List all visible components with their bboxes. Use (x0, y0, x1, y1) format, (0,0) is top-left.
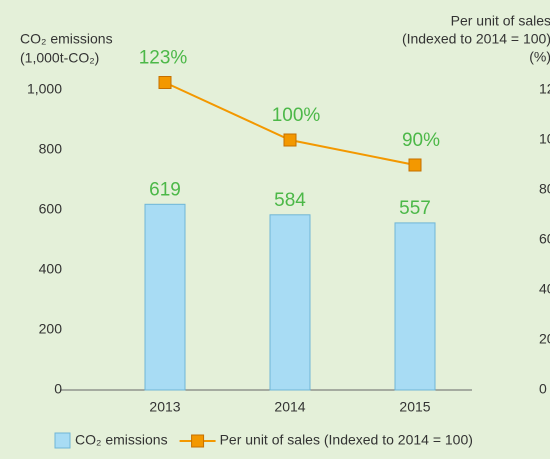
bar-value-label: 584 (274, 190, 306, 211)
bar (269, 214, 311, 391)
y-tick-label: 200 (39, 321, 63, 337)
line-value-label: 90% (402, 130, 440, 151)
y2-tick-label: 80 (539, 181, 550, 197)
x-tick-label: 2013 (149, 399, 180, 415)
y2-axis-label: Per unit of sales (451, 13, 550, 29)
x-tick-label: 2015 (399, 399, 430, 415)
line-value-label: 100% (272, 105, 321, 126)
y2-tick-label: 100 (539, 131, 550, 147)
y2-tick-label: 120 (539, 81, 550, 97)
bar (144, 203, 186, 391)
y2-axis-label: (%) (529, 49, 550, 65)
y-axis-label: CO₂ emissions (20, 31, 113, 47)
y-axis-label: (1,000t-CO₂) (20, 50, 99, 66)
line-value-label: 123% (139, 48, 188, 69)
bar-value-label: 619 (149, 179, 181, 200)
bar (394, 222, 436, 391)
bar-value-label: 557 (399, 198, 431, 219)
legend-label: Per unit of sales (Indexed to 2014 = 100… (220, 432, 473, 448)
x-tick-label: 2014 (274, 399, 305, 415)
y2-tick-label: 40 (539, 281, 550, 297)
y2-tick-label: 60 (539, 231, 550, 247)
line-marker (408, 158, 422, 172)
y-tick-label: 400 (39, 261, 63, 277)
y-tick-label: 600 (39, 201, 63, 217)
y-tick-label: 0 (54, 381, 62, 397)
y2-tick-label: 0 (539, 381, 547, 397)
y2-axis-label: (Indexed to 2014 = 100) (402, 31, 550, 47)
legend-swatch (54, 432, 71, 449)
y2-tick-label: 20 (539, 331, 550, 347)
line-marker (158, 76, 172, 89)
y-tick-label: 1,000 (27, 81, 62, 97)
y-tick-label: 800 (39, 141, 63, 157)
legend-swatch-marker (191, 434, 205, 448)
legend-label: CO₂ emissions (75, 432, 168, 448)
line-marker (283, 133, 297, 147)
